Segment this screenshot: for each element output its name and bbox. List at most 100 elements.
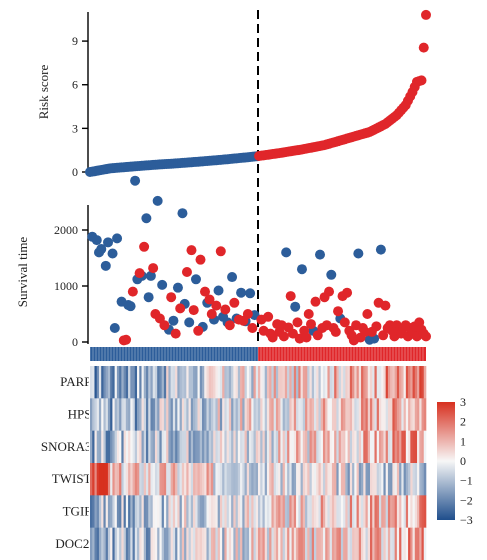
heatmap-cell (311, 527, 315, 560)
heatmap-cell (298, 366, 301, 399)
heatmap-cell (188, 366, 192, 399)
heatmap-cell (408, 366, 411, 399)
heatmap-cell (235, 463, 239, 496)
heatmap-cell (107, 527, 111, 560)
heatmap-cell (172, 366, 176, 399)
heatmap-cell (206, 527, 210, 560)
heatmap-cell (372, 430, 375, 464)
heatmap-cell (370, 495, 373, 528)
heatmap-cell (352, 463, 355, 496)
heatmap-cell (381, 430, 384, 464)
heatmap-cell (237, 463, 241, 496)
heatmap-cell (322, 366, 326, 399)
heatmap-cell (166, 463, 169, 496)
heatmap-cell (168, 366, 171, 399)
heatmap-cell (146, 495, 149, 528)
heatmap-cell (157, 495, 160, 528)
heatmap-cell (152, 463, 156, 496)
heatmap-cell (179, 495, 183, 528)
colorbar-tick-label: 2 (460, 415, 466, 429)
heatmap-cell (179, 463, 183, 496)
heatmap-cell (235, 398, 239, 431)
heatmap-cell (240, 366, 243, 399)
survival-point (91, 235, 102, 246)
heatmap-cell (222, 495, 225, 528)
heatmap-cell (235, 366, 239, 399)
heatmap-cell (213, 495, 216, 528)
heatmap-cell (343, 366, 346, 399)
heatmap-cell (421, 463, 425, 496)
heatmap-cell (103, 366, 106, 399)
heatmap-cell (284, 495, 288, 528)
heatmap-cell (184, 463, 187, 496)
heatmap-cell (399, 463, 402, 496)
heatmap-cell (105, 366, 109, 399)
heatmap-cell (307, 527, 310, 560)
heatmap-cell (264, 430, 268, 464)
heatmap-cell (381, 527, 384, 560)
heatmap-cell (242, 430, 245, 464)
heatmap-cell (307, 463, 310, 496)
heatmap-cell (148, 495, 151, 528)
heatmap-cell (240, 495, 243, 528)
survival-point (375, 244, 386, 255)
heatmap-colorbar: 3 2 1 0 −1 −2 −3 (437, 395, 473, 527)
heatmap-cell (262, 463, 266, 496)
heatmap-cell (383, 398, 386, 431)
heatmap-cell (163, 366, 167, 399)
survival-point (109, 323, 120, 333)
heatmap-cell (210, 398, 214, 431)
heatmap-cell (98, 463, 102, 496)
colorbar-gradient (437, 402, 455, 520)
heatmap-cell (408, 398, 411, 431)
survival-point (242, 309, 253, 319)
heatmap-cell (316, 430, 319, 464)
heatmap-cell (403, 398, 407, 431)
survival-tick-label: 1000 (54, 279, 78, 293)
heatmap-cell (195, 430, 198, 464)
heatmap-cell (253, 366, 257, 399)
heatmap-cell (114, 527, 118, 560)
heatmap-cell (103, 527, 106, 560)
heatmap-cell (316, 366, 319, 399)
survival-point (157, 279, 168, 290)
colorbar-tick-label: 3 (460, 395, 466, 409)
heatmap-cell (365, 366, 369, 399)
heatmap-cell (305, 366, 308, 399)
heatmap-cell (282, 527, 286, 560)
heatmap-cell (217, 463, 221, 496)
heatmap-cell (367, 527, 371, 560)
heatmap-cell (119, 495, 122, 528)
heatmap-cell (343, 430, 346, 464)
heatmap-cell (112, 495, 115, 528)
heatmap-cell (385, 527, 389, 560)
heatmap-cell (394, 398, 398, 431)
gene-label: DOC2B (55, 536, 98, 551)
heatmap-cell (260, 430, 263, 464)
heatmap-cell (358, 398, 362, 431)
heatmap-cell (316, 463, 319, 496)
heatmap-cell (387, 366, 391, 399)
heatmap-cell (394, 463, 398, 496)
heatmap-cell (423, 527, 427, 560)
heatmap-cell (334, 398, 337, 431)
heatmap-cell (305, 463, 308, 496)
heatmap-cell (105, 398, 109, 431)
heatmap-cell (289, 398, 292, 431)
heatmap-cell (193, 430, 196, 464)
heatmap-cell (199, 366, 203, 399)
colorbar-tick-label: −1 (460, 474, 473, 488)
heatmap-cell (206, 366, 210, 399)
survival-point (139, 241, 150, 252)
heatmap-cell (213, 463, 216, 496)
heatmap-cell (354, 527, 357, 560)
risk-point (418, 42, 429, 53)
survival-point (333, 306, 344, 317)
heatmap-cell (123, 495, 127, 528)
heatmap-cell (177, 463, 180, 496)
heatmap-cell (199, 398, 203, 431)
heatmap-cell (204, 398, 207, 431)
heatmap-cell (175, 495, 178, 528)
survival-point (195, 254, 206, 265)
heatmap-cell (148, 463, 151, 496)
